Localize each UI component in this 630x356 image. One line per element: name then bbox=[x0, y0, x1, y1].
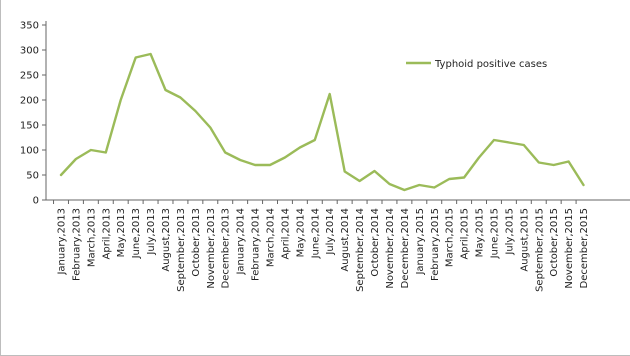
x-tick-label: December,2014 bbox=[400, 208, 411, 288]
x-tick-label: July,2015 bbox=[504, 208, 515, 256]
x-tick-label: March,2013 bbox=[86, 208, 97, 267]
x-tick-label: October,2013 bbox=[191, 208, 202, 277]
x-tick-label: December,2013 bbox=[221, 208, 232, 288]
x-tick-label: December,2015 bbox=[579, 208, 590, 288]
y-tick-label: 150 bbox=[20, 121, 39, 132]
x-tick-label: August,2015 bbox=[519, 208, 530, 272]
y-tick-label: 0 bbox=[33, 196, 39, 207]
legend: Typhoid positive cases bbox=[406, 59, 547, 70]
x-tick-label: February,2015 bbox=[430, 208, 441, 281]
x-tick-label: September,2013 bbox=[176, 208, 187, 292]
x-tick-label: August,2014 bbox=[340, 208, 351, 272]
y-tick-label: 50 bbox=[26, 171, 39, 182]
x-tick-label: May,2015 bbox=[475, 208, 486, 257]
x-tick-label: March,2015 bbox=[445, 208, 456, 267]
x-tick-label: April,2013 bbox=[101, 208, 112, 259]
y-tick-label: 350 bbox=[20, 21, 39, 32]
y-tick-label: 200 bbox=[20, 96, 39, 107]
x-tick-label: October,2014 bbox=[370, 208, 381, 277]
y-tick-label: 300 bbox=[20, 46, 39, 57]
x-tick-label: April,2015 bbox=[460, 208, 471, 259]
x-tick-label: May,2014 bbox=[295, 208, 306, 257]
x-tick-label: March,2014 bbox=[266, 208, 277, 267]
x-tick-label: November,2014 bbox=[385, 208, 396, 289]
x-tick-label: September,2014 bbox=[355, 208, 366, 292]
x-tick-label: January,2013 bbox=[57, 208, 68, 276]
x-tick-label: May,2013 bbox=[116, 208, 127, 257]
legend-label: Typhoid positive cases bbox=[434, 59, 547, 70]
x-tick-label: November,2013 bbox=[206, 208, 217, 289]
x-tick-label: April,2014 bbox=[280, 208, 291, 259]
x-tick-label: June,2015 bbox=[489, 208, 500, 259]
x-tick-label: July,2014 bbox=[325, 208, 336, 256]
x-tick-label: February,2014 bbox=[251, 208, 262, 281]
x-tick-label: January,2015 bbox=[415, 208, 426, 276]
x-tick-label: February,2013 bbox=[71, 208, 82, 281]
x-tick-label: October,2015 bbox=[549, 208, 560, 277]
x-tick-label: June,2014 bbox=[310, 208, 321, 259]
x-tick-label: September,2015 bbox=[534, 208, 545, 292]
x-tick-label: July,2013 bbox=[146, 208, 157, 256]
series-line-typhoid bbox=[59, 52, 585, 192]
x-tick-label: August,2013 bbox=[161, 208, 172, 272]
x-tick-label: January,2014 bbox=[236, 208, 247, 276]
y-tick-label: 100 bbox=[20, 146, 39, 157]
x-tick-label: June,2013 bbox=[131, 208, 142, 259]
y-tick-label: 250 bbox=[20, 71, 39, 82]
x-tick-label: November,2015 bbox=[564, 208, 575, 289]
